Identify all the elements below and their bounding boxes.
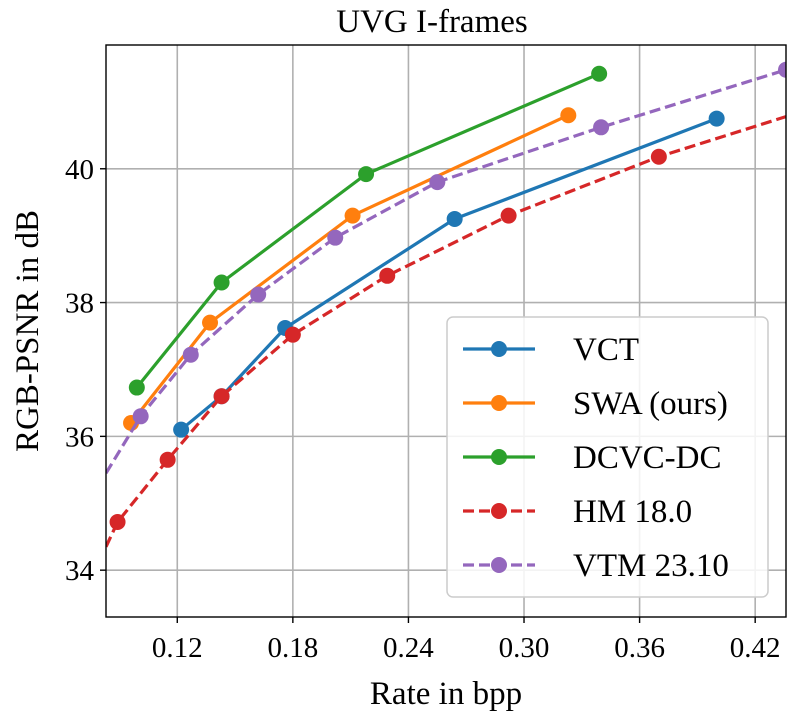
- series-line-vtm-23-10: [106, 68, 786, 475]
- y-tick-label: 34: [65, 555, 95, 587]
- x-tick-label: 0.30: [499, 632, 550, 664]
- data-point-vtm-23-10: [327, 229, 344, 246]
- data-point-vtm-23-10: [429, 174, 446, 191]
- y-tick-label: 38: [65, 288, 94, 320]
- data-point-hm-18-0: [213, 388, 230, 405]
- data-point-hm-18-0: [379, 267, 396, 284]
- data-point-hm-18-0: [109, 514, 126, 531]
- legend-label-vct: VCT: [573, 332, 639, 368]
- legend-marker-vtm-23-10: [491, 557, 507, 573]
- x-tick-label: 0.36: [614, 632, 665, 664]
- data-point-dcvc-dc: [358, 166, 375, 183]
- data-point-hm-18-0: [284, 326, 301, 343]
- y-tick-label: 40: [65, 154, 94, 186]
- plot-frame: [105, 44, 787, 618]
- data-point-vtm-23-10: [593, 119, 610, 136]
- data-point-dcvc-dc: [591, 65, 608, 82]
- x-tick-label: 0.18: [267, 632, 318, 664]
- chart-title: UVG I-frames: [336, 4, 528, 40]
- tick-layer: 0.12 0.18 0.24 0.30 0.36 0.42 34 36 38 40: [65, 154, 781, 664]
- legend-box: [446, 316, 769, 598]
- series-line-swa-ours: [129, 113, 569, 424]
- data-point-vtm-23-10: [132, 408, 149, 425]
- legend-marker-dcvc-dc: [491, 449, 507, 465]
- data-point-vtm-23-10: [250, 286, 267, 303]
- data-point-hm-18-0: [650, 148, 667, 165]
- legend-marker-vct: [491, 341, 507, 357]
- y-axis-label: RGB-PSNR in dB: [10, 210, 46, 452]
- series-line-dcvc-dc: [135, 72, 600, 389]
- series-layer: [106, 61, 786, 548]
- data-point-vtm-23-10: [778, 61, 786, 78]
- legend-marker-hm-18-0: [491, 503, 507, 519]
- data-point-hm-18-0: [500, 207, 517, 224]
- data-point-vtm-23-10: [182, 346, 199, 363]
- legend-label-hm-18-0: HM 18.0: [573, 494, 692, 530]
- x-tick-label: 0.24: [383, 632, 434, 664]
- data-point-vct: [446, 210, 463, 227]
- data-point-dcvc-dc: [128, 379, 145, 396]
- data-point-swa-ours: [202, 314, 219, 331]
- x-tick-label: 0.42: [730, 632, 781, 664]
- legend-label-swa-ours: SWA (ours): [573, 386, 728, 422]
- data-point-swa-ours: [560, 107, 577, 124]
- legend-marker-swa-ours: [491, 395, 507, 411]
- x-tick-label: 0.12: [152, 632, 203, 664]
- series-line-hm-18-0: [106, 115, 786, 548]
- legend-label-dcvc-dc: DCVC-DC: [573, 440, 722, 476]
- y-tick-label: 36: [65, 421, 94, 453]
- data-point-vct: [708, 110, 725, 127]
- data-point-hm-18-0: [159, 451, 176, 468]
- legend-label-vtm-23-10: VTM 23.10: [573, 548, 729, 584]
- legend: VCT SWA (ours) DCVC-DC HM 18.0 VTM 23.10: [446, 316, 769, 598]
- data-point-swa-ours: [344, 207, 361, 224]
- data-point-vct: [173, 421, 190, 438]
- data-point-dcvc-dc: [213, 274, 230, 291]
- x-axis-label: Rate in bpp: [370, 676, 522, 712]
